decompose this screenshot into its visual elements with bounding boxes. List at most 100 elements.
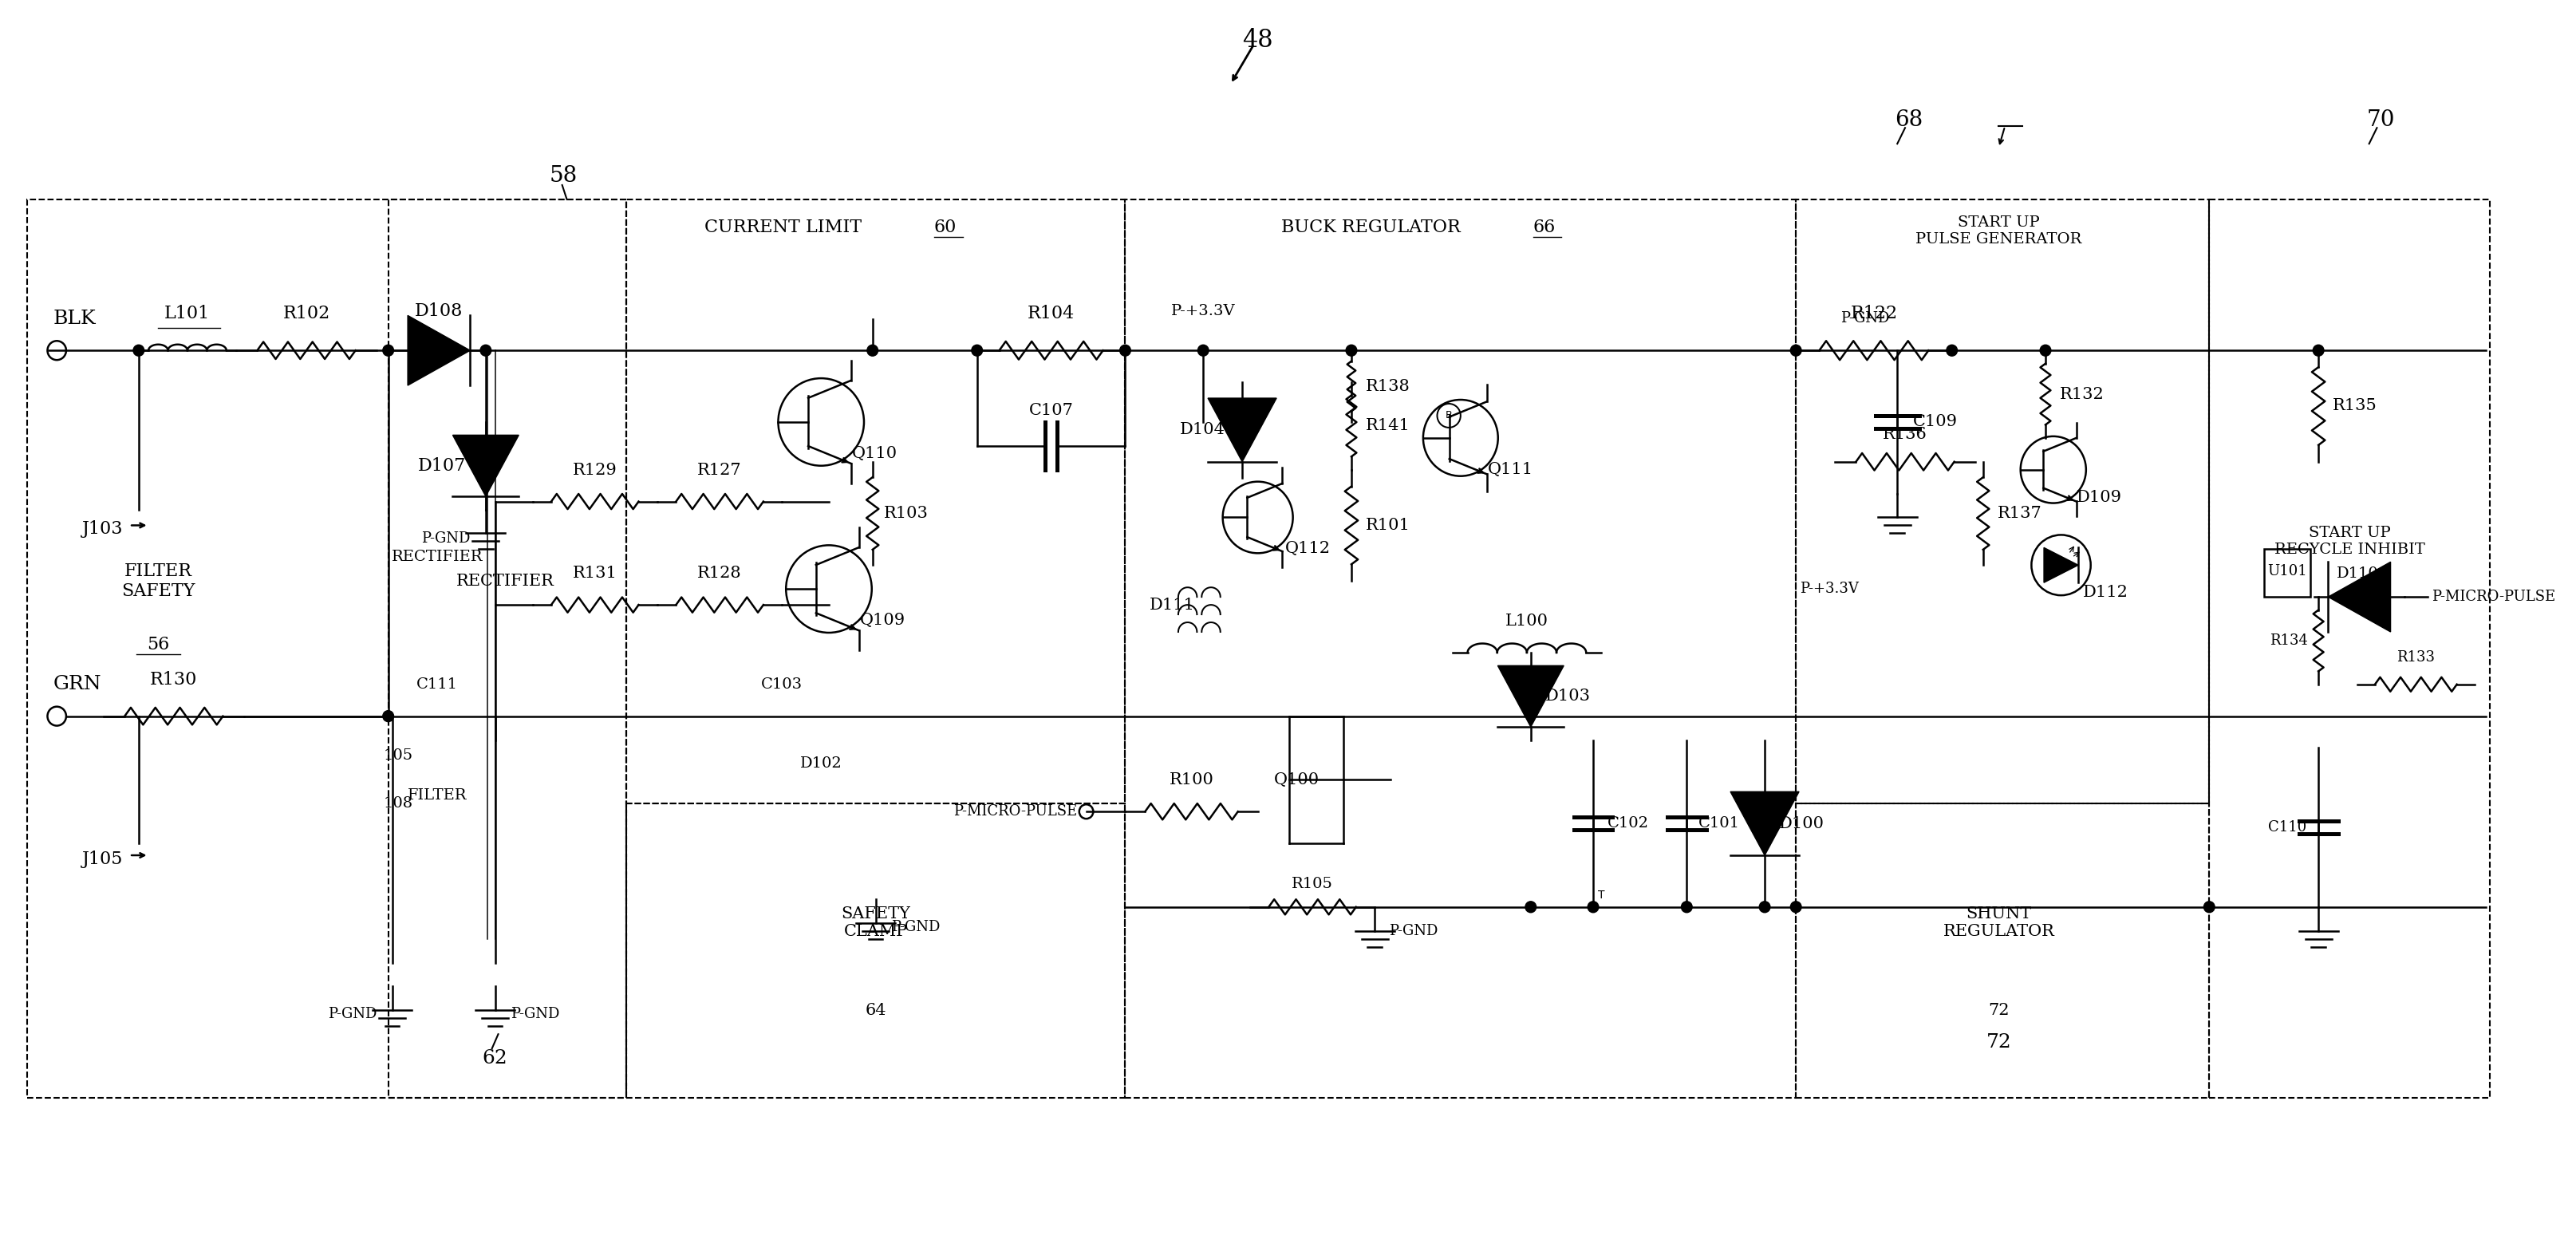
Text: R102: R102	[283, 305, 330, 322]
Text: RECTIFIER: RECTIFIER	[392, 550, 484, 564]
Text: Q111: Q111	[1489, 462, 1533, 477]
Polygon shape	[1731, 792, 1798, 855]
Circle shape	[868, 345, 878, 356]
Text: 105: 105	[384, 749, 412, 763]
Polygon shape	[407, 316, 471, 385]
Text: D104: D104	[1180, 422, 1226, 438]
Text: R138: R138	[1365, 379, 1409, 394]
Text: R135: R135	[2331, 399, 2378, 414]
Text: R134: R134	[2269, 633, 2308, 648]
Text: R100: R100	[1170, 773, 1213, 788]
Text: R141: R141	[1365, 418, 1409, 433]
Circle shape	[384, 710, 394, 721]
Text: R130: R130	[149, 671, 198, 689]
Text: R132: R132	[2058, 387, 2105, 402]
Text: ◄: ◄	[471, 452, 482, 463]
Text: P-+3.3V: P-+3.3V	[1172, 305, 1236, 319]
Text: START UP
PULSE GENERATOR: START UP PULSE GENERATOR	[1917, 215, 2081, 247]
Circle shape	[1198, 345, 1208, 356]
Text: 66: 66	[1533, 218, 1556, 235]
Circle shape	[2040, 345, 2050, 356]
Text: R129: R129	[572, 462, 618, 477]
Text: D108: D108	[415, 302, 464, 320]
Text: D100: D100	[1780, 816, 1824, 831]
Text: U101: U101	[2267, 564, 2308, 579]
Text: P-MICRO-PULSE: P-MICRO-PULSE	[953, 805, 1077, 818]
Text: D102: D102	[801, 757, 842, 771]
Text: R101: R101	[1365, 517, 1409, 533]
Text: P-GND: P-GND	[327, 1007, 376, 1021]
Text: D112: D112	[2084, 585, 2128, 601]
Text: J105: J105	[82, 851, 124, 867]
Text: 72: 72	[1989, 1002, 2009, 1019]
Circle shape	[2205, 901, 2215, 913]
Circle shape	[134, 345, 144, 356]
Text: FILTER
SAFETY: FILTER SAFETY	[121, 562, 196, 599]
Text: 108: 108	[384, 797, 412, 811]
Text: P-GND: P-GND	[420, 531, 471, 546]
Text: Q112: Q112	[1285, 541, 1332, 556]
Text: 60: 60	[935, 218, 956, 235]
Text: L101: L101	[165, 305, 209, 322]
Text: R104: R104	[1028, 305, 1074, 322]
Circle shape	[1790, 345, 1801, 356]
Text: D111: D111	[1149, 597, 1195, 612]
Text: R122: R122	[1850, 305, 1899, 322]
Circle shape	[1790, 901, 1801, 913]
Text: 62: 62	[482, 1049, 507, 1068]
Text: RECTIFIER: RECTIFIER	[456, 573, 554, 588]
Polygon shape	[1208, 398, 1278, 462]
Text: C103: C103	[762, 677, 804, 691]
Text: C110: C110	[2269, 821, 2306, 835]
Text: D109: D109	[2076, 490, 2123, 505]
Text: 70: 70	[2367, 110, 2396, 131]
Text: FILTER: FILTER	[407, 788, 466, 803]
Text: D103: D103	[1546, 689, 1589, 704]
Text: R103: R103	[884, 506, 927, 521]
Text: Q110: Q110	[853, 446, 899, 461]
Circle shape	[1525, 901, 1535, 913]
Circle shape	[1345, 345, 1358, 356]
Text: R128: R128	[698, 565, 742, 580]
Text: 68: 68	[1896, 110, 1924, 131]
Circle shape	[1759, 901, 1770, 913]
Text: 64: 64	[866, 1002, 886, 1019]
Text: 72: 72	[1986, 1032, 2012, 1051]
Text: 56: 56	[147, 636, 170, 653]
Circle shape	[1587, 901, 1600, 913]
Text: P-GND: P-GND	[891, 919, 940, 934]
Text: R136: R136	[1883, 427, 1927, 442]
Text: BLK: BLK	[54, 310, 95, 327]
Text: B: B	[1445, 410, 1453, 421]
Text: CURRENT LIMIT: CURRENT LIMIT	[703, 218, 860, 235]
Text: C107: C107	[1028, 403, 1074, 418]
Text: P-GND: P-GND	[510, 1007, 559, 1021]
Circle shape	[1121, 345, 1131, 356]
Text: P-GND: P-GND	[1388, 924, 1437, 938]
Text: Q109: Q109	[860, 613, 907, 628]
Text: SHUNT
REGULATOR: SHUNT REGULATOR	[1942, 906, 2056, 939]
Text: R127: R127	[698, 462, 742, 477]
Text: Q100: Q100	[1275, 772, 1319, 787]
Polygon shape	[2043, 548, 2079, 583]
Text: J103: J103	[82, 520, 124, 538]
Text: R133: R133	[2396, 650, 2434, 665]
Text: C109: C109	[1914, 414, 1958, 429]
Text: R131: R131	[572, 565, 618, 580]
Circle shape	[2313, 345, 2324, 356]
Text: D110: D110	[2336, 567, 2378, 580]
Text: R137: R137	[1996, 506, 2043, 521]
Text: C101: C101	[1698, 816, 1739, 831]
Text: P-MICRO-PULSE: P-MICRO-PULSE	[2432, 589, 2555, 604]
Text: START UP
RECYCLE INHIBIT: START UP RECYCLE INHIBIT	[2275, 526, 2424, 556]
Polygon shape	[1497, 666, 1564, 726]
Text: P-GND: P-GND	[1839, 311, 1891, 326]
Circle shape	[1947, 345, 1958, 356]
Text: 48: 48	[1242, 28, 1273, 53]
Text: D107: D107	[417, 457, 466, 475]
Text: T: T	[1597, 889, 1605, 900]
Circle shape	[479, 345, 492, 356]
Text: R105: R105	[1291, 876, 1334, 891]
Text: P-+3.3V: P-+3.3V	[1801, 582, 1860, 596]
Polygon shape	[453, 436, 518, 496]
